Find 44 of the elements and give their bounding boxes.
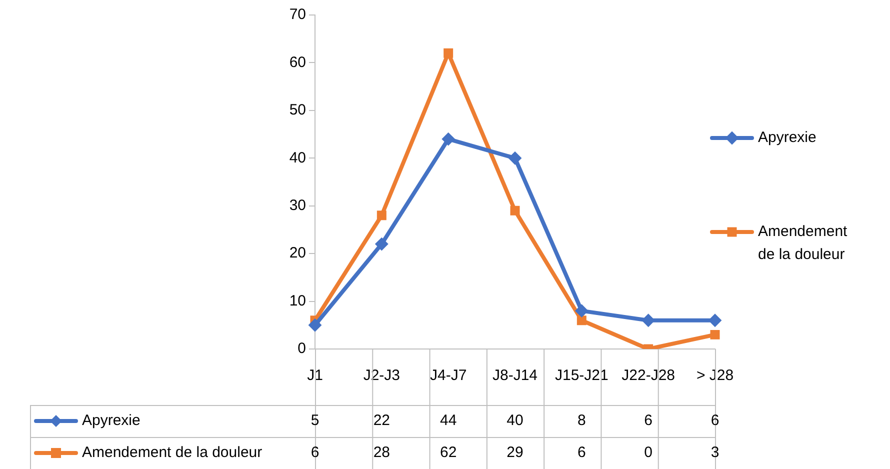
data-label: 8 <box>577 412 586 430</box>
y-tick-label: 10 <box>289 292 306 310</box>
legend-label: Amendement de la douleur <box>758 223 848 264</box>
y-tick-label: 60 <box>289 54 306 71</box>
x-tick-label: J15-J21 <box>554 367 608 384</box>
data-label: 22 <box>373 412 390 430</box>
point <box>708 314 722 327</box>
y-tick-label: 40 <box>289 149 306 166</box>
data-label: 6 <box>310 444 320 462</box>
data-label: 44 <box>440 412 457 430</box>
data-label: 3 <box>710 444 720 462</box>
point <box>576 316 586 326</box>
point <box>642 314 655 327</box>
y-tick-label: 20 <box>289 244 306 262</box>
point <box>375 238 388 251</box>
data-label: 40 <box>506 412 524 430</box>
data-label: 28 <box>373 444 390 462</box>
data-label: 6 <box>644 412 653 430</box>
point <box>308 318 322 332</box>
point <box>575 304 588 318</box>
point <box>376 210 386 220</box>
data-label: 6 <box>577 444 586 462</box>
y-tick-label: 0 <box>298 340 306 358</box>
y-tick-label: 50 <box>289 102 306 119</box>
point <box>442 132 455 146</box>
x-tick-label: J8-J14 <box>492 367 538 384</box>
point <box>508 152 522 165</box>
x-tick-label: J1 <box>307 367 323 384</box>
data-label: 0 <box>644 444 653 462</box>
point <box>444 48 454 58</box>
data-label: 6 <box>710 412 720 430</box>
legend-label: Apyrexie <box>758 129 816 146</box>
data-label: 5 <box>310 412 320 430</box>
y-tick-label: 30 <box>289 197 306 214</box>
point <box>710 330 720 340</box>
y-tick-label: 70 <box>289 6 306 24</box>
data-label: 62 <box>440 444 457 462</box>
text: Apyrexie <box>82 412 140 430</box>
x-tick-label: J4-J7 <box>430 367 467 384</box>
point <box>510 206 520 216</box>
x-tick-label: J2-J3 <box>363 367 400 384</box>
text: Amendement de la douleur <box>82 444 262 462</box>
x-tick-label: J22-J28 <box>622 367 676 384</box>
data-label: 29 <box>506 444 524 462</box>
